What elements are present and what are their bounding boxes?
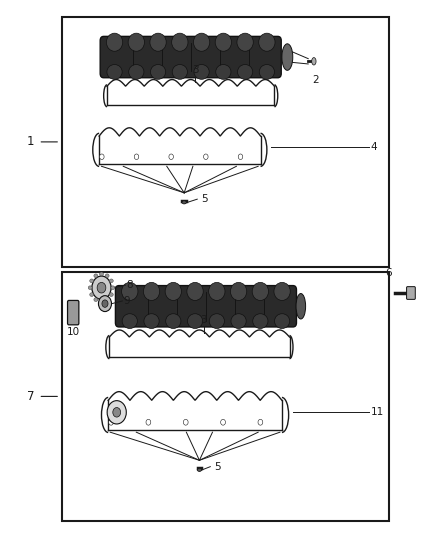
- Ellipse shape: [237, 64, 253, 79]
- Ellipse shape: [215, 33, 232, 51]
- Ellipse shape: [106, 33, 123, 51]
- Text: 7: 7: [27, 390, 34, 403]
- Circle shape: [102, 300, 108, 308]
- Ellipse shape: [282, 44, 293, 70]
- Circle shape: [97, 282, 106, 293]
- Ellipse shape: [107, 64, 122, 79]
- FancyBboxPatch shape: [100, 36, 281, 78]
- Ellipse shape: [237, 33, 253, 51]
- Ellipse shape: [209, 314, 224, 328]
- Ellipse shape: [259, 33, 275, 51]
- Ellipse shape: [94, 298, 98, 302]
- Ellipse shape: [197, 469, 201, 471]
- Ellipse shape: [208, 282, 225, 301]
- Text: 11: 11: [371, 407, 384, 417]
- Ellipse shape: [99, 300, 103, 303]
- Ellipse shape: [275, 314, 290, 328]
- Ellipse shape: [166, 314, 181, 328]
- Ellipse shape: [111, 286, 115, 289]
- Ellipse shape: [172, 33, 188, 51]
- Ellipse shape: [187, 282, 203, 301]
- Ellipse shape: [144, 314, 159, 328]
- Circle shape: [146, 419, 151, 425]
- Text: 10: 10: [67, 327, 80, 337]
- Ellipse shape: [150, 64, 166, 79]
- Text: 3: 3: [201, 316, 207, 325]
- Text: 8: 8: [127, 280, 133, 290]
- Ellipse shape: [94, 274, 98, 278]
- Text: 3: 3: [192, 64, 198, 75]
- Ellipse shape: [165, 282, 181, 301]
- Circle shape: [184, 419, 188, 425]
- Ellipse shape: [194, 64, 209, 79]
- Text: 9: 9: [124, 296, 131, 306]
- Ellipse shape: [110, 293, 113, 296]
- Circle shape: [169, 154, 173, 159]
- Ellipse shape: [172, 64, 187, 79]
- Ellipse shape: [253, 314, 268, 328]
- Circle shape: [107, 401, 126, 424]
- Ellipse shape: [110, 279, 113, 282]
- Circle shape: [204, 154, 208, 159]
- Circle shape: [221, 419, 226, 425]
- Ellipse shape: [150, 33, 166, 51]
- Text: 6: 6: [385, 268, 392, 278]
- FancyBboxPatch shape: [116, 286, 297, 327]
- Text: 1: 1: [27, 135, 34, 148]
- Ellipse shape: [187, 314, 203, 328]
- Ellipse shape: [105, 298, 109, 302]
- Circle shape: [113, 408, 120, 417]
- FancyBboxPatch shape: [406, 287, 415, 300]
- Circle shape: [238, 154, 243, 159]
- Ellipse shape: [122, 282, 138, 301]
- Circle shape: [99, 154, 104, 159]
- Ellipse shape: [129, 64, 144, 79]
- Circle shape: [109, 419, 113, 425]
- Circle shape: [134, 154, 139, 159]
- Ellipse shape: [259, 64, 275, 79]
- Ellipse shape: [128, 33, 145, 51]
- Ellipse shape: [143, 282, 160, 301]
- Ellipse shape: [252, 282, 268, 301]
- Ellipse shape: [296, 294, 306, 319]
- Circle shape: [92, 276, 111, 300]
- Ellipse shape: [88, 286, 92, 289]
- Text: 2: 2: [312, 75, 319, 85]
- Text: 4: 4: [371, 142, 377, 152]
- Ellipse shape: [230, 282, 247, 301]
- Ellipse shape: [90, 279, 94, 282]
- Text: 5: 5: [201, 194, 208, 204]
- Ellipse shape: [90, 293, 94, 296]
- Ellipse shape: [274, 282, 290, 301]
- Ellipse shape: [182, 201, 186, 204]
- Ellipse shape: [312, 58, 316, 65]
- Circle shape: [99, 296, 112, 312]
- Ellipse shape: [216, 64, 231, 79]
- Text: 5: 5: [215, 462, 221, 472]
- Ellipse shape: [194, 33, 210, 51]
- Ellipse shape: [122, 314, 138, 328]
- Circle shape: [258, 419, 263, 425]
- Bar: [62, 272, 389, 521]
- FancyBboxPatch shape: [67, 301, 79, 325]
- Ellipse shape: [231, 314, 246, 328]
- Ellipse shape: [105, 274, 109, 278]
- Bar: [62, 17, 389, 266]
- Ellipse shape: [99, 272, 103, 276]
